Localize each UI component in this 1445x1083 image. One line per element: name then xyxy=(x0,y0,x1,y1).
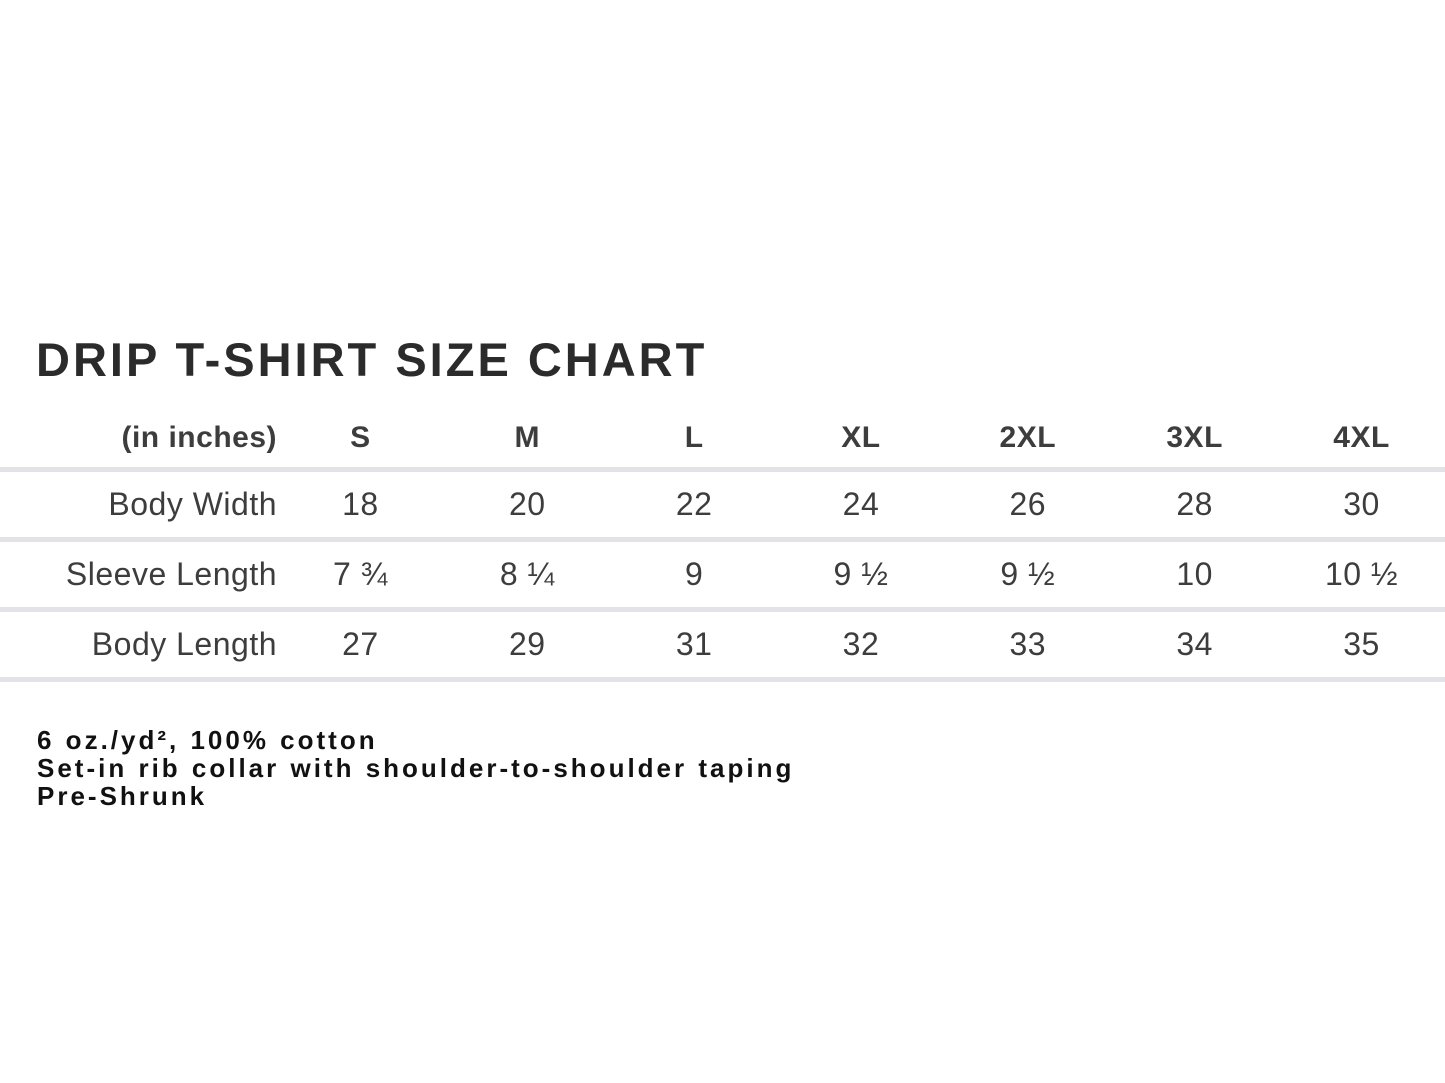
page-title: DRIP T-SHIRT SIZE CHART xyxy=(36,333,708,386)
cell-sleeve-length-4xl: 10 ½ xyxy=(1278,539,1445,612)
cell-sleeve-length-l: 9 xyxy=(610,539,778,612)
row-label-body-length: Body Length xyxy=(0,609,277,682)
note-fabric: 6 oz./yd², 100% cotton xyxy=(37,725,378,755)
note-preshrunk: Pre-Shrunk xyxy=(37,781,208,811)
cell-body-length-3xl: 34 xyxy=(1111,609,1279,682)
column-header-4xl: 4XL xyxy=(1278,408,1445,472)
cell-body-length-4xl: 35 xyxy=(1278,609,1445,682)
cell-body-width-2xl: 26 xyxy=(944,469,1112,542)
product-notes: 6 oz./yd², 100% cotton Set-in rib collar… xyxy=(37,726,794,810)
cell-body-length-s: 27 xyxy=(277,609,444,682)
cell-body-length-2xl: 33 xyxy=(944,609,1112,682)
table-row-body-length: Body Length 27 29 31 32 33 34 35 xyxy=(0,609,1445,682)
cell-body-length-l: 31 xyxy=(610,609,778,682)
cell-body-width-4xl: 30 xyxy=(1278,469,1445,542)
cell-sleeve-length-s: 7 ¾ xyxy=(277,539,444,612)
cell-body-width-3xl: 28 xyxy=(1111,469,1279,542)
note-collar: Set-in rib collar with shoulder-to-shoul… xyxy=(37,753,795,783)
cell-sleeve-length-m: 8 ¼ xyxy=(443,539,611,612)
column-header-2xl: 2XL xyxy=(944,408,1112,472)
cell-sleeve-length-xl: 9 ½ xyxy=(777,539,945,612)
cell-sleeve-length-2xl: 9 ½ xyxy=(944,539,1112,612)
column-header-xl: XL xyxy=(777,408,945,472)
cell-body-width-m: 20 xyxy=(443,469,611,542)
size-chart-table: (in inches) S M L XL 2XL 3XL 4XL Body Wi… xyxy=(0,408,1445,682)
cell-body-width-l: 22 xyxy=(610,469,778,542)
table-row-body-width: Body Width 18 20 22 24 26 28 30 xyxy=(0,469,1445,542)
cell-body-width-xl: 24 xyxy=(777,469,945,542)
table-row-sleeve-length: Sleeve Length 7 ¾ 8 ¼ 9 9 ½ 9 ½ 10 10 ½ xyxy=(0,539,1445,612)
row-label-body-width: Body Width xyxy=(0,469,277,542)
row-label-sleeve-length: Sleeve Length xyxy=(0,539,277,612)
column-header-m: M xyxy=(443,408,611,472)
cell-body-length-m: 29 xyxy=(443,609,611,682)
table-header-row: (in inches) S M L XL 2XL 3XL 4XL xyxy=(0,408,1445,472)
cell-sleeve-length-3xl: 10 xyxy=(1111,539,1279,612)
unit-header: (in inches) xyxy=(0,408,277,472)
cell-body-width-s: 18 xyxy=(277,469,444,542)
column-header-s: S xyxy=(277,408,444,472)
column-header-3xl: 3XL xyxy=(1111,408,1279,472)
cell-body-length-xl: 32 xyxy=(777,609,945,682)
column-header-l: L xyxy=(610,408,778,472)
